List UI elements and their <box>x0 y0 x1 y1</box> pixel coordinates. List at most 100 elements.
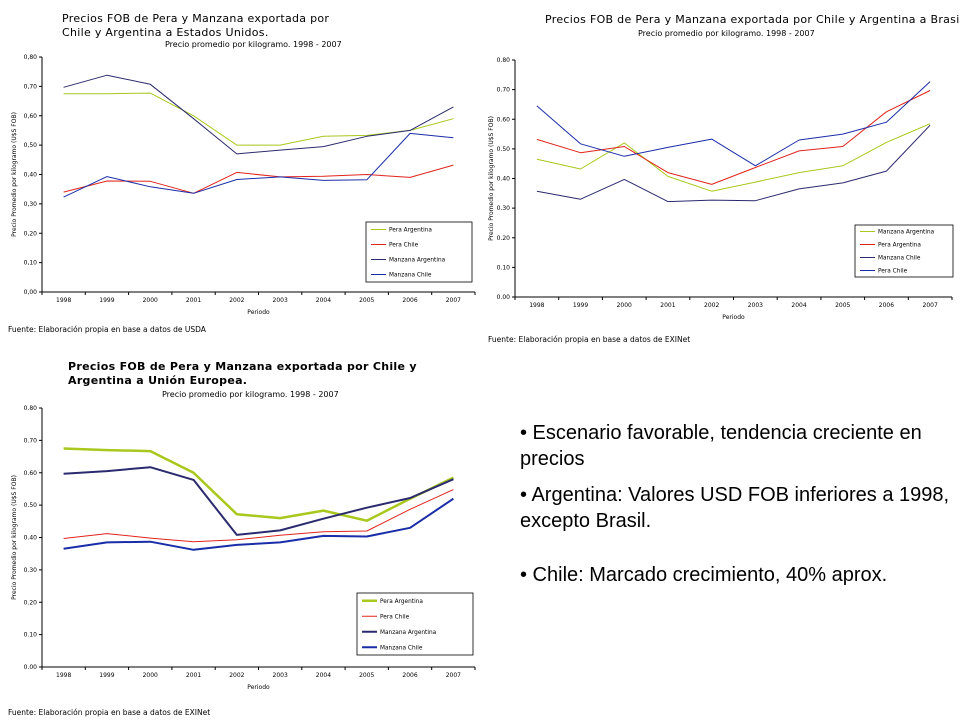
chart-subtitle: Precio promedio por kilogramo. 1998 - 20… <box>165 40 342 49</box>
y-tick-label: 0,00 <box>24 289 38 296</box>
chart-source: Fuente: Elaboración propia en base a dat… <box>8 325 206 334</box>
x-tick-label: 1999 <box>99 672 114 679</box>
y-tick-label: 0.50 <box>497 146 511 153</box>
legend-label: Manzana Chile <box>389 273 432 279</box>
x-tick-label: 2004 <box>791 302 806 309</box>
y-tick-label: 0.70 <box>497 87 511 94</box>
y-tick-label: 0,80 <box>24 54 38 61</box>
bullet-item: • Argentina: Valores USD FOB inferiores … <box>520 484 950 532</box>
legend-label: Pera Chile <box>380 614 410 620</box>
x-tick-label: 1998 <box>56 297 71 304</box>
y-tick-label: 0.50 <box>24 502 38 509</box>
x-tick-label: 2002 <box>704 302 719 309</box>
y-tick-label: 0.70 <box>24 437 38 444</box>
summary-bullets: • Escenario favorable, tendencia crecien… <box>520 420 950 598</box>
y-tick-label: 0,20 <box>24 230 38 237</box>
chart-title: Precios FOB de Pera y Manzana exportada … <box>545 13 960 26</box>
legend-label: Pera Argentina <box>380 599 423 605</box>
y-tick-label: 0.10 <box>24 632 38 639</box>
x-tick-label: 2000 <box>143 672 158 679</box>
y-tick-label: 0.20 <box>497 235 511 242</box>
y-tick-label: 0.30 <box>24 567 38 574</box>
x-tick-label: 1999 <box>99 297 114 304</box>
chart-title: Precios FOB de Pera y Manzana exportada … <box>62 12 330 39</box>
chart-plot: 0.00 0.10 0.20 0.30 0.40 0.50 0.60 0.70 0.80 1998… <box>488 57 954 321</box>
series-line <box>63 489 454 543</box>
legend-label: Pera Argentina <box>389 228 432 234</box>
y-axis-label: Precio Promedio por kilogramo (U$S FOB) <box>11 112 18 237</box>
x-tick-label: 2000 <box>143 297 158 304</box>
y-tick-label: 0.20 <box>24 599 38 606</box>
x-tick-label: 2007 <box>923 302 938 309</box>
chart-plot: 0,00 0,10 0,20 0,30 0,40 0,50 0,60 0,70 0,80 1998… <box>11 54 476 316</box>
x-tick-label: 2005 <box>835 302 850 309</box>
legend-label: Pera Chile <box>389 243 419 249</box>
y-tick-label: 0,60 <box>24 113 38 120</box>
series-line <box>63 74 454 155</box>
x-tick-label: 2001 <box>186 297 201 304</box>
x-tick-label: 2001 <box>660 302 675 309</box>
y-tick-label: 0.40 <box>497 176 511 183</box>
legend-label: Manzana Argentina <box>878 230 935 236</box>
legend-box <box>356 592 474 656</box>
series-line <box>63 447 454 522</box>
series-line <box>63 164 454 194</box>
series-line <box>536 124 931 203</box>
legend-label: Manzana Argentina <box>389 258 446 264</box>
x-tick-label: 2006 <box>402 672 417 679</box>
x-tick-label: 2005 <box>359 297 374 304</box>
y-tick-label: 0.80 <box>497 57 511 64</box>
x-tick-label: 2004 <box>316 297 331 304</box>
x-tick-label: 2003 <box>273 672 288 679</box>
series-line <box>63 92 454 146</box>
legend-label: Pera Chile <box>878 269 908 275</box>
x-tick-label: 2007 <box>446 672 461 679</box>
x-tick-label: 2005 <box>359 672 374 679</box>
chart-ue: Precios FOB de Pera y Manzana exportada … <box>0 355 480 720</box>
x-axis-label: Periodo <box>247 309 270 316</box>
chart-usa: Precios FOB de Pera y Manzana exportada … <box>0 0 480 340</box>
series-line <box>63 132 454 198</box>
series-line <box>536 81 931 167</box>
x-tick-label: 2003 <box>273 297 288 304</box>
x-tick-label: 2007 <box>446 297 461 304</box>
legend-box <box>365 221 473 283</box>
series-line <box>536 90 931 185</box>
x-tick-label: 2006 <box>879 302 894 309</box>
y-tick-label: 0,70 <box>24 83 38 90</box>
y-tick-label: 0.00 <box>497 294 511 301</box>
y-tick-label: 0.10 <box>497 264 511 271</box>
x-tick-label: 1998 <box>529 302 544 309</box>
chart-plot: 0.00 0.10 0.20 0.30 0.40 0.50 0.60 0.70 0.80 1998… <box>11 405 476 691</box>
series-line <box>536 123 931 192</box>
y-tick-label: 0,10 <box>24 260 38 267</box>
chart-title: Precios FOB de Pera y Manzana exportada … <box>68 360 417 387</box>
bullet-item: • Chile: Marcado crecimiento, 40% aprox. <box>520 564 888 586</box>
y-tick-label: 0.40 <box>24 535 38 542</box>
y-tick-label: 0.30 <box>497 205 511 212</box>
chart-source: Fuente: Elaboración propia en base a dat… <box>488 335 691 344</box>
y-tick-label: 0,30 <box>24 201 38 208</box>
legend-box <box>854 224 954 278</box>
y-tick-label: 0.80 <box>24 405 38 412</box>
x-tick-label: 1998 <box>56 672 71 679</box>
series-line <box>63 497 454 551</box>
legend-label: Manzana Argentina <box>380 630 437 636</box>
y-axis-label: Precio Promedio por kilogramo (U$S FOB) <box>11 475 18 600</box>
y-tick-label: 0.00 <box>24 664 38 671</box>
legend-label: Pera Argentina <box>878 243 921 249</box>
x-tick-label: 2006 <box>402 297 417 304</box>
y-tick-label: 0,50 <box>24 142 38 149</box>
x-tick-label: 1999 <box>573 302 588 309</box>
chart-subtitle: Precio promedio por kilogramo. 1998 - 20… <box>638 29 815 38</box>
y-tick-label: 0.60 <box>497 116 511 123</box>
x-tick-label: 2004 <box>316 672 331 679</box>
x-tick-label: 2001 <box>186 672 201 679</box>
series-line <box>63 466 454 536</box>
y-axis-label: Precio Promedio por kilogramo (U$S FOB) <box>488 116 495 241</box>
legend-label: Manzana Chile <box>380 645 423 651</box>
x-tick-label: 2002 <box>229 297 244 304</box>
x-tick-label: 2003 <box>748 302 763 309</box>
bullet-item: • Escenario favorable, tendencia crecien… <box>520 422 922 470</box>
x-tick-label: 2002 <box>229 672 244 679</box>
